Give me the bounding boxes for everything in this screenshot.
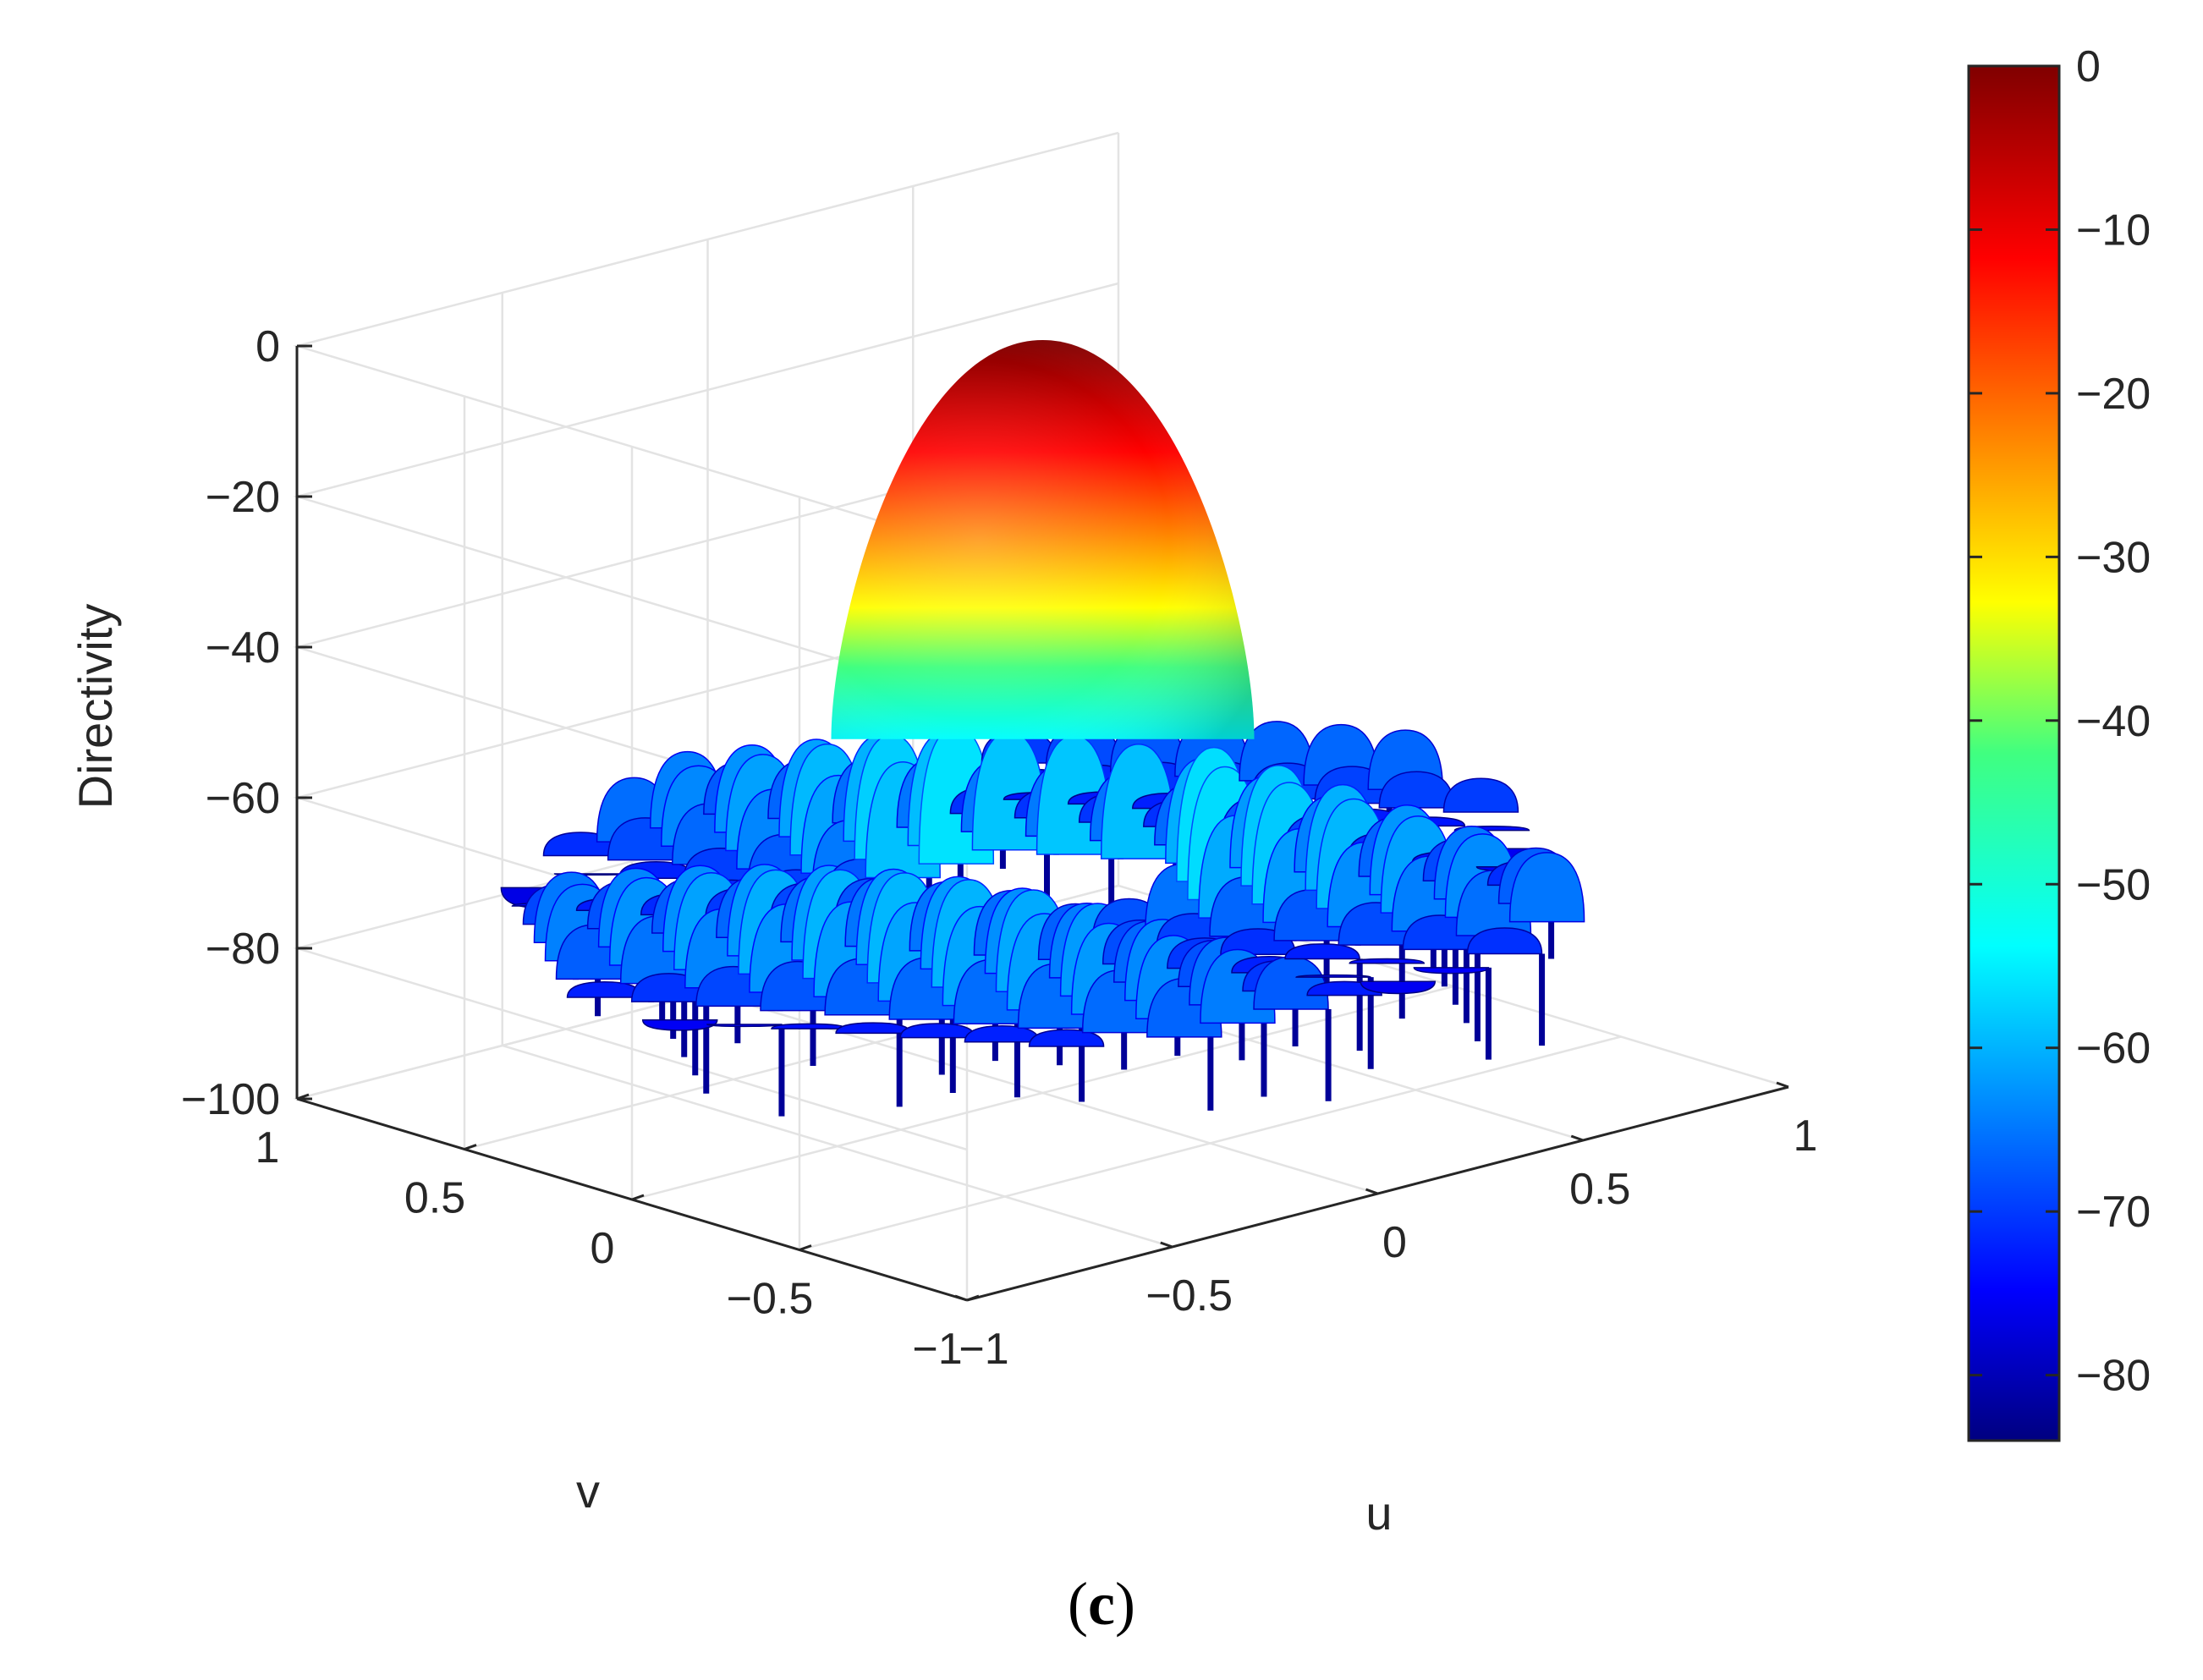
colorbar-tick-label: −80 bbox=[2076, 1352, 2151, 1401]
colorbar-tick-label: −30 bbox=[2076, 533, 2151, 582]
sidelobe-bump bbox=[1349, 958, 1425, 964]
panel-label-letter: c bbox=[1088, 1570, 1115, 1638]
z-tick-label: −80 bbox=[206, 925, 280, 974]
surface-layer bbox=[500, 340, 1585, 1117]
v-tick bbox=[464, 1144, 477, 1150]
axes-layer bbox=[295, 344, 1789, 1302]
v-tick-label: 1 bbox=[255, 1123, 280, 1172]
z-tick-label: −100 bbox=[181, 1075, 280, 1124]
u-tick-label: 1 bbox=[1794, 1112, 1818, 1161]
y-axis-label: v bbox=[576, 1464, 600, 1518]
sidelobe-bump bbox=[1508, 852, 1585, 923]
u-tick-label: 0.5 bbox=[1569, 1165, 1630, 1214]
colorbar-tick-label: −70 bbox=[2076, 1188, 2151, 1237]
z-tick-label: −60 bbox=[206, 774, 280, 823]
sidelobe-bump bbox=[835, 1022, 911, 1035]
sidelobe-bump bbox=[1466, 927, 1543, 955]
u-tick bbox=[1570, 1134, 1584, 1142]
sidelobe-bump bbox=[641, 1019, 718, 1031]
u-tick bbox=[1776, 1081, 1789, 1089]
z-tick-label: −40 bbox=[206, 623, 280, 673]
sidelobe-bump bbox=[1295, 974, 1371, 978]
sidelobe-bump bbox=[899, 1023, 976, 1039]
sidelobe-bump bbox=[1360, 980, 1437, 995]
colorbar-gradient bbox=[1967, 64, 2061, 1442]
panel-label-close: ) bbox=[1114, 1570, 1135, 1638]
colorbar: 0 −10 −20 −30 −40 −50 −60 −70 −80 bbox=[1967, 42, 2151, 1442]
sidelobe-bump bbox=[1028, 1029, 1105, 1047]
x-axis-label: u bbox=[1365, 1486, 1392, 1540]
sidelobe-bump bbox=[566, 981, 643, 998]
u-tick bbox=[1160, 1241, 1173, 1249]
u-tick-label: −1 bbox=[959, 1325, 1008, 1374]
v-tick bbox=[799, 1244, 812, 1251]
main-lobe-shading bbox=[831, 340, 1255, 739]
z-tick-label: −20 bbox=[206, 473, 280, 522]
sidelobe-bump bbox=[1284, 943, 1360, 960]
colorbar-tick-label: −20 bbox=[2076, 370, 2151, 419]
colorbar-tick-label: −40 bbox=[2076, 697, 2151, 746]
sidelobe-bump bbox=[706, 1024, 783, 1028]
sidelobe-bump bbox=[1413, 967, 1490, 975]
u-tick bbox=[1365, 1188, 1379, 1195]
v-tick-label: −1 bbox=[912, 1325, 962, 1374]
v-tick bbox=[966, 1294, 980, 1302]
v-tick bbox=[631, 1194, 645, 1201]
v-tick-label: 0.5 bbox=[404, 1174, 465, 1223]
colorbar-tick-label: −60 bbox=[2076, 1024, 2151, 1073]
colorbar-ticks: 0 −10 −20 −30 −40 −50 −60 −70 −80 bbox=[1969, 42, 2151, 1401]
u-tick-label: 0 bbox=[1382, 1218, 1407, 1267]
u-tick bbox=[954, 1294, 968, 1302]
z-tick-label: 0 bbox=[255, 322, 280, 371]
panel-label-open: ( bbox=[1068, 1570, 1089, 1638]
colorbar-tick-label: −50 bbox=[2076, 860, 2151, 909]
sidelobe-bump bbox=[1442, 777, 1519, 813]
colorbar-tick-label: −10 bbox=[2076, 206, 2151, 255]
v-tick-label: 0 bbox=[591, 1224, 615, 1273]
sidelobe-bump bbox=[771, 1023, 847, 1029]
v-tick-label: −0.5 bbox=[727, 1275, 814, 1324]
z-axis-label: Directivity bbox=[69, 604, 122, 810]
panel-label: (c) bbox=[0, 1569, 2203, 1639]
colorbar-tick-label: 0 bbox=[2076, 42, 2101, 91]
u-tick-label: −0.5 bbox=[1145, 1271, 1233, 1320]
tick-label-layer: −1−0.500.51−1−0.500.51−100−80−60−40−200 bbox=[181, 322, 1818, 1374]
